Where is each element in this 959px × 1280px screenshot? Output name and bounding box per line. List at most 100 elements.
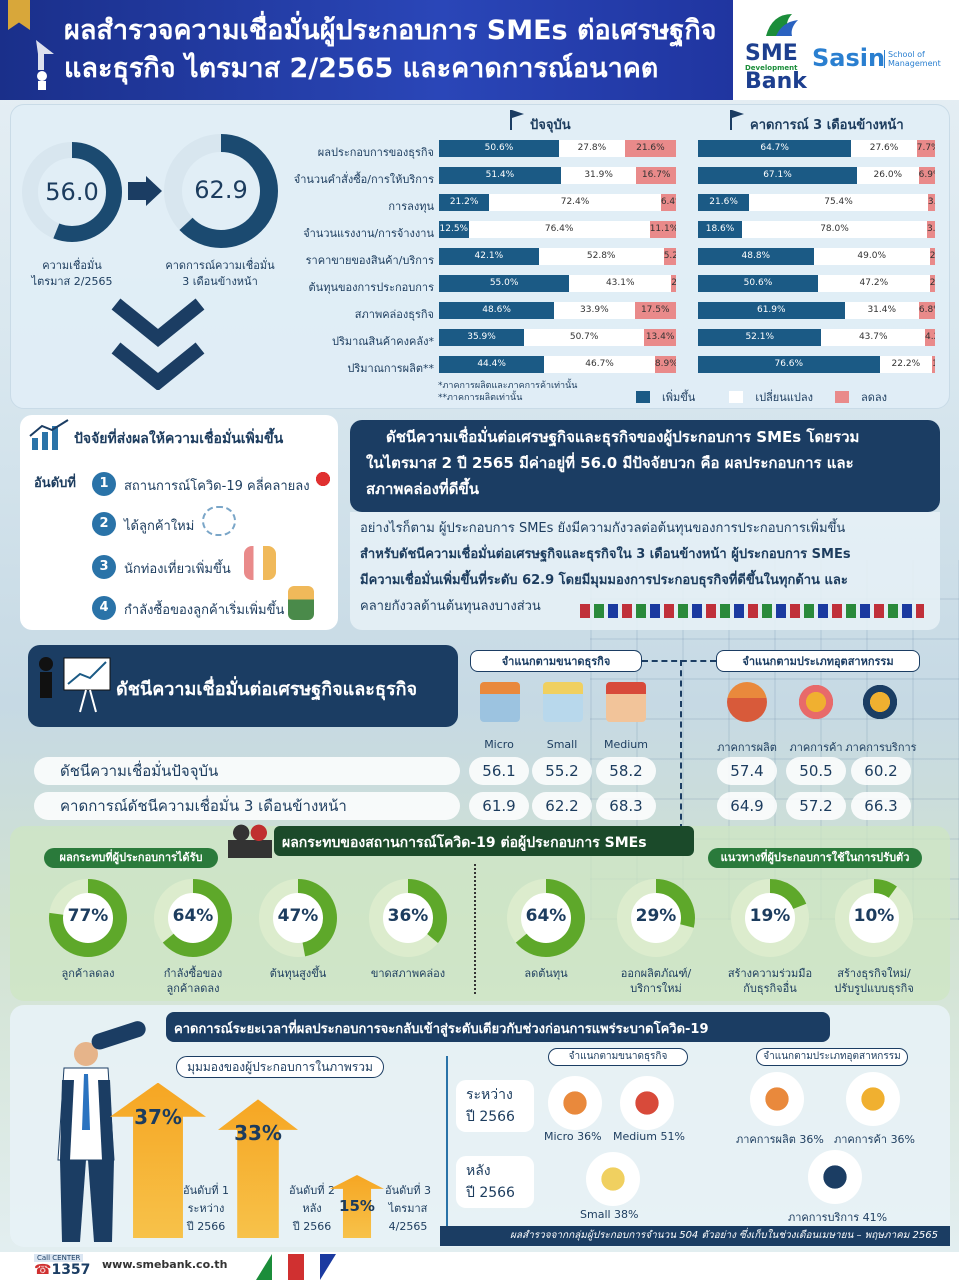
bar-segment-same: 26.0%	[857, 167, 919, 184]
presenter-icon	[39, 657, 111, 713]
recovery-rank: อันดับที่ 3 ไตรมาส 4/2565	[378, 1182, 438, 1236]
bar-row-current: 12.5% 76.4% 11.1%	[439, 221, 676, 238]
covid-label: สร้างธุรกิจใหม่/ ปรับรูปแบบธุรกิจ	[819, 966, 929, 996]
recovery-rank: อันดับที่ 1 ระหว่าง ปี 2566	[176, 1182, 236, 1236]
bar-segment-same: 47.2%	[817, 275, 930, 292]
micro-pct: Micro 36%	[544, 1130, 602, 1143]
bar-segment-decrease: 16.7%	[636, 167, 676, 184]
donut-fill	[507, 879, 585, 957]
bar-segment-decrease: 5.2%	[663, 248, 676, 265]
phone-number: 1357	[51, 1262, 91, 1278]
sasin-sub-line1: School of	[888, 50, 925, 59]
trade-pct: ภาคการค้า 36%	[834, 1133, 916, 1146]
recovery-rank-line: อันดับที่ 1	[183, 1184, 229, 1197]
factor-number-2: 2	[92, 512, 116, 536]
bar-segment-increase: 51.4%	[439, 167, 561, 184]
factor-1: สถานการณ์โควิด-19 คลี่คลายลง	[124, 479, 310, 494]
flag-bunting-decoration	[580, 604, 924, 618]
bar-segment-decrease: 13.4%	[644, 329, 676, 346]
index-current-value: 50.5	[786, 757, 846, 785]
index-col-label: ภาคการบริการ	[845, 741, 917, 754]
forecast-index-label: คาดการณ์ความเชื่อมั่น 3 เดือนข้างหน้า	[150, 258, 290, 290]
forecast-index-value: 62.9	[194, 176, 248, 204]
header-banner	[0, 0, 733, 100]
bar-segment-same: 76.4%	[468, 221, 650, 238]
factory-icon	[727, 682, 767, 722]
covid-donut	[154, 879, 232, 957]
index-col-label: ภาคการค้า	[789, 741, 843, 754]
bar-segment-decrease: 3.2%	[926, 221, 935, 238]
recovery-pct: 15%	[339, 1197, 375, 1215]
phone-icon: ☎	[34, 1262, 52, 1278]
index-current-value: 55.2	[532, 757, 592, 785]
bar-segment-decrease: 8.9%	[654, 356, 676, 373]
bar-segment-same: 43.1%	[569, 275, 672, 292]
forecast-panel-header: คาดการณ์ 3 เดือนข้างหน้า	[750, 118, 904, 133]
after-line-1: หลัง	[466, 1163, 491, 1179]
sme-logo-text: SME	[745, 41, 798, 66]
index-forecast-value: 61.9	[469, 792, 529, 820]
impact-head: ผลกระทบที่ผู้ประกอบการได้รับ	[44, 848, 218, 868]
bar-row-forecast: 18.6%78.0%3.2%	[698, 221, 935, 238]
sasin-sub: School of Management	[884, 50, 941, 68]
mfg-icon	[750, 1072, 804, 1126]
factor-3: นักท่องเที่ยวเพิ่มขึ้น	[124, 562, 231, 577]
bar-segment-same: 72.4%	[489, 194, 661, 211]
micro-icon	[548, 1076, 602, 1130]
footer-stripes	[256, 1254, 336, 1280]
body-line-4: คลายกังวลด้านต้นทุนลงบางส่วน	[360, 599, 541, 614]
bar-segment-increase: 42.1%	[439, 248, 539, 265]
bar-segment-increase: 44.4%	[439, 356, 545, 373]
recovery-title: คาดการณ์ระยะเวลาที่ผลประกอบการจะกลับเข้า…	[174, 1022, 709, 1037]
bar-segment-decrease: 21.6%	[624, 140, 676, 157]
covid-donut	[507, 879, 585, 957]
index-current-value: 58.2	[596, 757, 656, 785]
trade-money-icon	[796, 682, 836, 722]
factors-panel	[20, 415, 338, 630]
mfg-pct: ภาคการผลิต 36%	[736, 1133, 824, 1146]
row1-label: ดัชนีความเชื่อมั่นปัจจุบัน	[34, 757, 460, 785]
service-icon	[808, 1150, 862, 1204]
bar-segment-increase: 50.6%	[439, 140, 559, 157]
bar-segment-increase: 48.6%	[439, 302, 555, 319]
body-line-3: มีความเชื่อมั่นเพิ่มขึ้นที่ระดับ 62.9 โด…	[360, 573, 848, 588]
recovery-rank-line: อันดับที่ 2	[289, 1184, 335, 1197]
bar-segment-increase: 52.1%	[698, 329, 822, 346]
footer-url[interactable]: www.smebank.co.th	[102, 1258, 228, 1271]
bar-row-current: 42.1%52.8%5.2%	[439, 248, 676, 265]
medium-icon	[620, 1076, 674, 1130]
donut-fill	[731, 879, 809, 957]
covid-donut	[369, 879, 447, 957]
covid-label: ลดต้นทุน	[491, 966, 601, 981]
footer	[0, 1252, 959, 1280]
bar-segment-decrease: 17.5%	[634, 302, 676, 319]
tourists-icon	[244, 546, 276, 580]
legend-swatch-same	[729, 391, 744, 403]
covid-pct: 10%	[853, 906, 895, 926]
factor-number-3: 3	[92, 555, 116, 579]
rank-label: อันดับที่	[34, 476, 76, 491]
bar-segment-decrease: 7.7%	[916, 140, 935, 157]
recovery-rank-line: ระหว่าง	[187, 1202, 225, 1215]
current-index-value: 56.0	[45, 178, 99, 206]
source-note: ผลสำรวจจากกลุ่มผู้ประกอบการจำนวน 504 ตัว…	[440, 1226, 950, 1246]
sme-bank-leaf-icon	[762, 10, 802, 40]
bar-segment-same: 49.0%	[813, 248, 930, 265]
people-icon	[228, 822, 272, 858]
bar-segment-same: 43.7%	[821, 329, 926, 346]
index-col-label: Micro	[484, 738, 514, 751]
flag-icon-forecast	[730, 110, 744, 130]
bar-row-forecast: 52.1%43.7%4.2%	[698, 329, 935, 346]
index-forecast-value: 68.3	[596, 792, 656, 820]
person-arrow-icon	[30, 40, 60, 90]
forecast-label-1: คาดการณ์ความเชื่อมั่น	[165, 259, 275, 272]
bar-segment-same: 78.0%	[742, 221, 927, 238]
covid-label-line1: กำลังซื้อของ	[163, 967, 223, 980]
factor-4: กำลังซื้อของลูกค้าเริ่มเพิ่มขึ้น	[124, 603, 285, 618]
bar-row-forecast: 50.6%47.2%2.2%	[698, 275, 935, 292]
index-forecast-value: 57.2	[786, 792, 846, 820]
bar-segment-same: 27.6%	[851, 140, 917, 157]
covid-label-line2: กับธุรกิจอื่น	[743, 982, 797, 995]
bar-segment-increase: 12.5%	[439, 221, 469, 238]
bar-segment-decrease: 6.9%	[918, 167, 935, 184]
